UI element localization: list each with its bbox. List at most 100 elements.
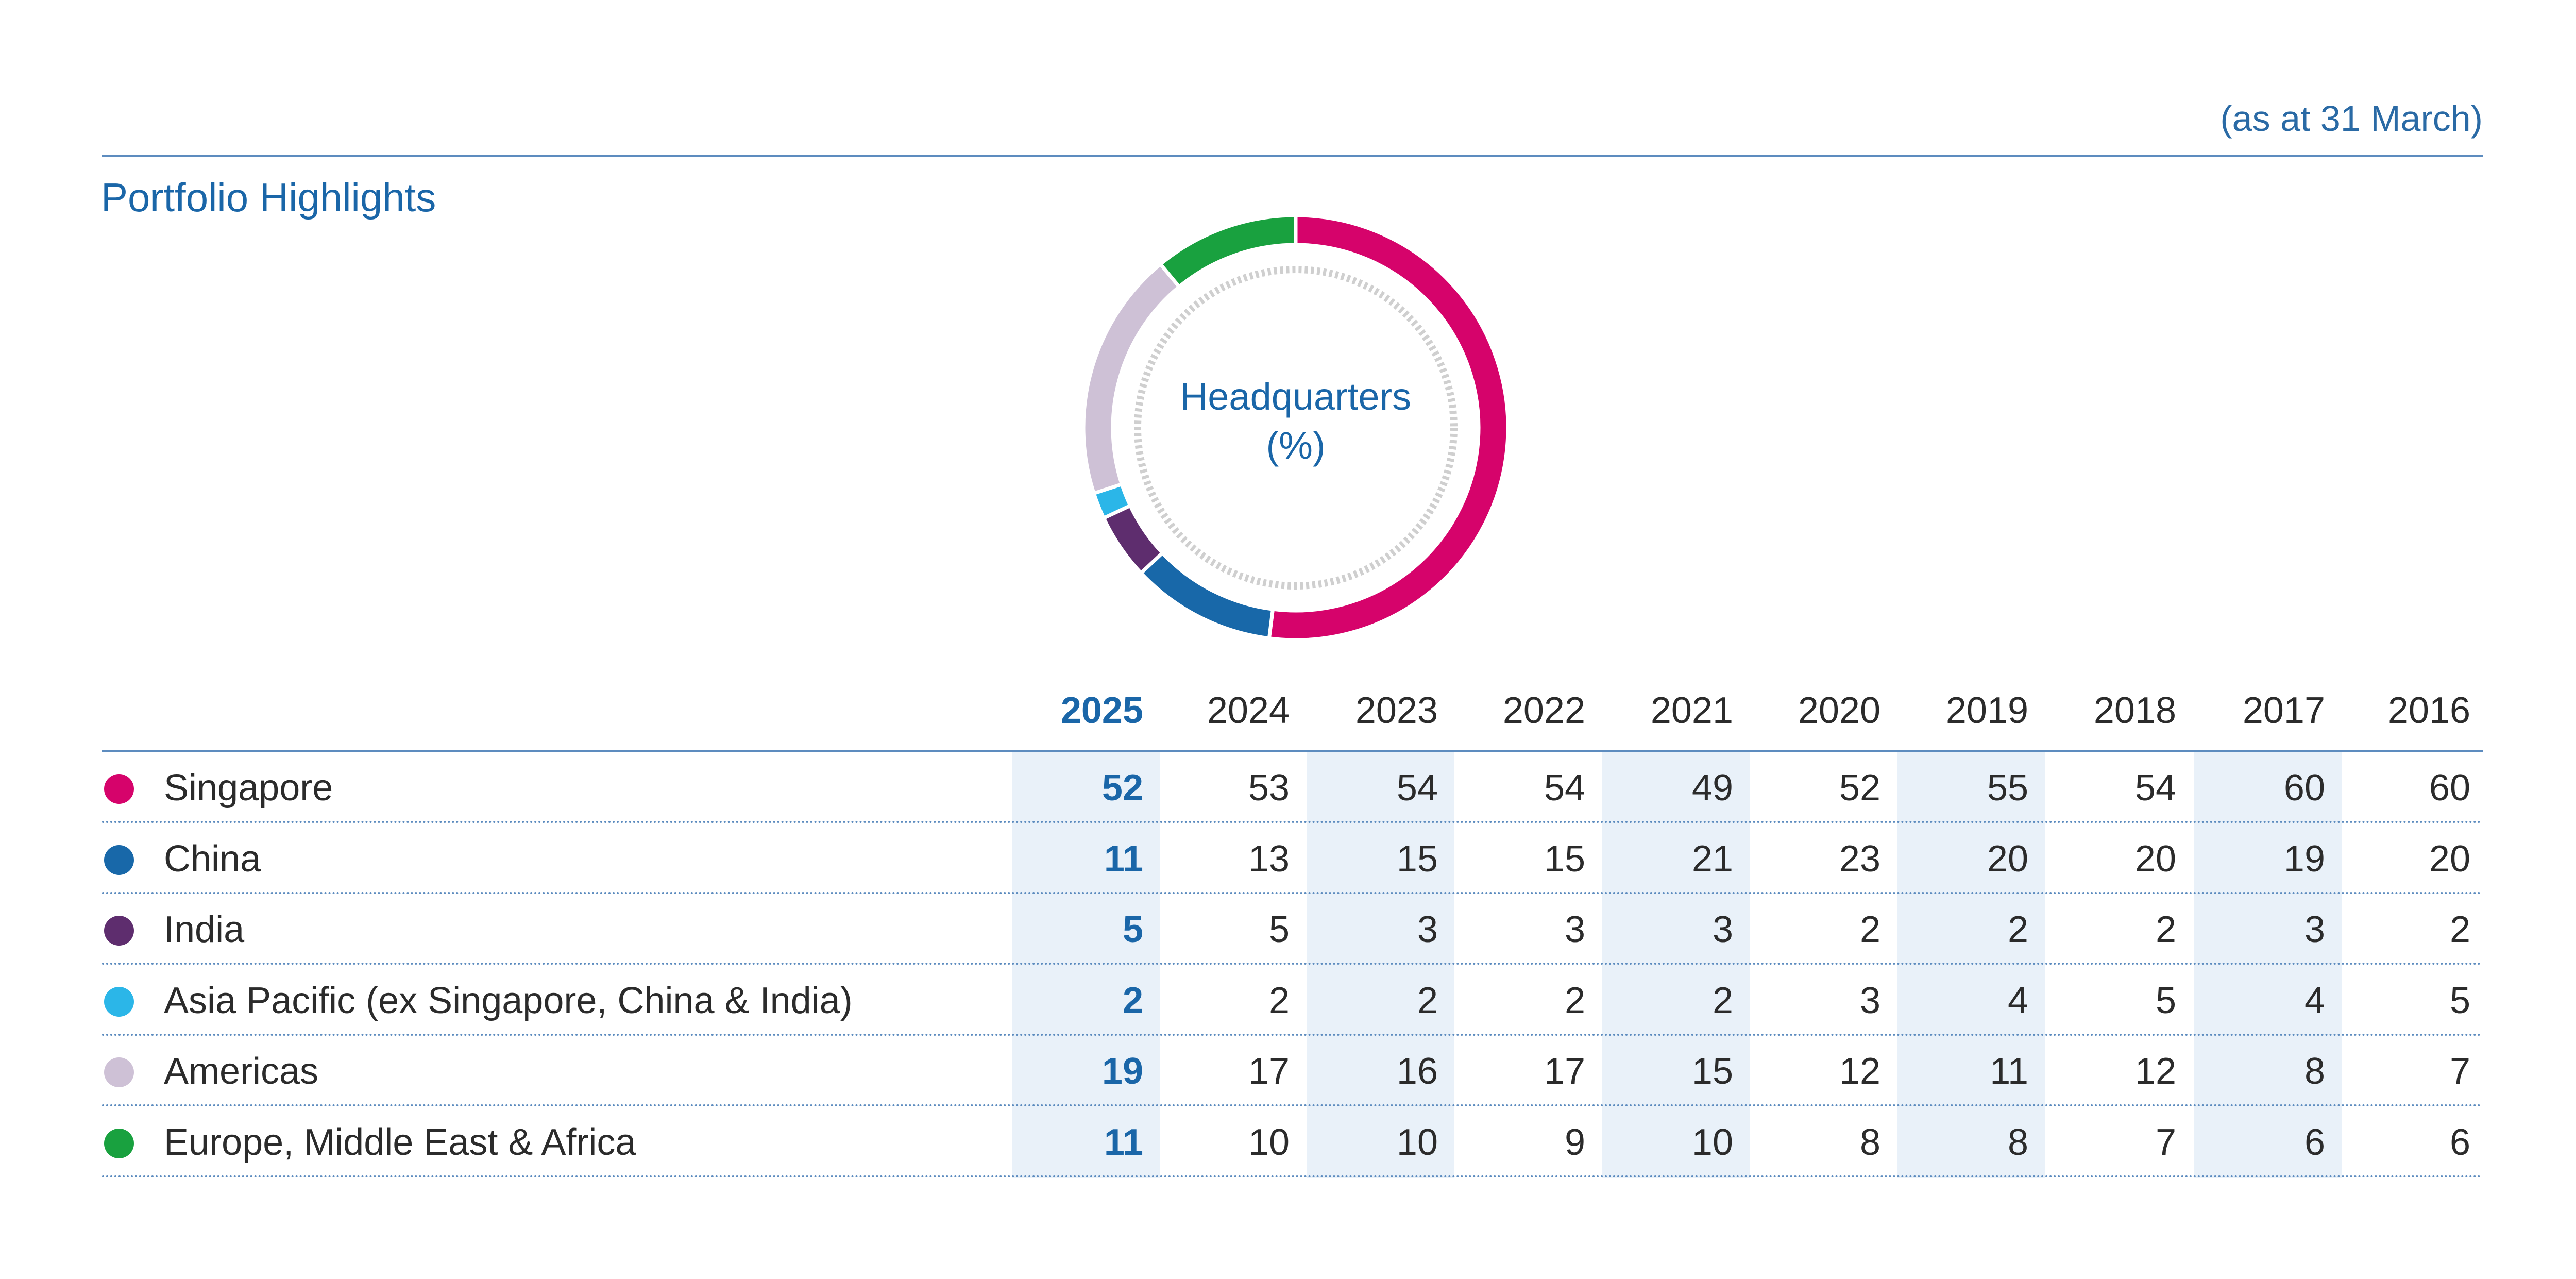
cell-2019: 20 xyxy=(1987,838,2028,880)
row-divider xyxy=(102,1175,2483,1177)
year-header-2023: 2023 xyxy=(1355,690,1438,731)
table-header-divider xyxy=(102,750,2483,752)
cell-2020: 3 xyxy=(1859,980,1880,1021)
cell-2023: 10 xyxy=(1396,1121,1438,1163)
cell-2022: 17 xyxy=(1544,1051,1585,1092)
cell-2024: 13 xyxy=(1248,838,1290,880)
cell-2023: 2 xyxy=(1417,980,1438,1021)
cell-2024: 17 xyxy=(1248,1051,1290,1092)
cell-2016: 7 xyxy=(2449,1051,2470,1092)
legend-dot xyxy=(104,1057,134,1087)
table-row: Asia Pacific (ex Singapore, China & Indi… xyxy=(102,965,2483,1036)
cell-2021: 3 xyxy=(1712,909,1733,950)
cell-2021: 21 xyxy=(1691,838,1733,880)
column-shade-2019 xyxy=(1897,752,2045,1178)
row-divider xyxy=(102,891,2483,894)
donut-center-unit: (%) xyxy=(1266,424,1325,467)
cell-2017: 8 xyxy=(2304,1051,2325,1092)
column-shade-2023 xyxy=(1307,752,1454,1178)
legend-dot xyxy=(104,1128,134,1158)
cell-2021: 15 xyxy=(1691,1051,1733,1092)
cell-2020: 2 xyxy=(1859,909,1880,950)
cell-2018: 20 xyxy=(2134,838,2176,880)
cell-2019: 11 xyxy=(1990,1051,2028,1092)
cell-2024: 53 xyxy=(1248,767,1290,809)
donut-inner-dotted-ring xyxy=(1134,266,1458,590)
cell-2021: 10 xyxy=(1691,1121,1733,1163)
cell-2018: 12 xyxy=(2134,1051,2176,1092)
legend-dot xyxy=(104,774,134,804)
column-shade-2017 xyxy=(2194,752,2342,1178)
cell-2017: 4 xyxy=(2304,980,2325,1021)
cell-2019: 55 xyxy=(1987,767,2028,809)
cell-2018: 5 xyxy=(2155,980,2176,1021)
legend-dot xyxy=(104,986,134,1017)
cell-2018: 2 xyxy=(2155,909,2176,950)
row-label: India xyxy=(164,909,245,950)
year-header-2021: 2021 xyxy=(1650,690,1733,731)
table-row: Americas 19 17 16 17 15 12 11 12 8 7 xyxy=(102,1036,2483,1106)
cell-2016: 60 xyxy=(2429,767,2470,809)
top-divider xyxy=(102,155,2483,157)
cell-2016: 5 xyxy=(2449,980,2470,1021)
cell-2020: 8 xyxy=(1859,1121,1880,1163)
year-header-2022: 2022 xyxy=(1502,690,1585,731)
legend-dot xyxy=(104,916,134,946)
cell-2025: 19 xyxy=(1101,1051,1143,1092)
row-label: China xyxy=(164,838,261,880)
cell-2024: 2 xyxy=(1268,980,1290,1021)
cell-2024: 10 xyxy=(1248,1121,1290,1163)
cell-2022: 2 xyxy=(1564,980,1585,1021)
cell-2019: 4 xyxy=(2007,980,2028,1021)
table-row: Singapore 52 53 54 54 49 52 55 54 60 60 xyxy=(102,752,2483,823)
year-header-2019: 2019 xyxy=(1945,690,2028,731)
cell-2022: 9 xyxy=(1564,1121,1585,1163)
row-divider xyxy=(102,963,2483,965)
cell-2025: 11 xyxy=(1104,1121,1143,1163)
cell-2018: 7 xyxy=(2155,1121,2176,1163)
year-header-2025: 2025 xyxy=(1060,690,1143,731)
cell-2019: 2 xyxy=(2007,909,2028,950)
row-label: Asia Pacific (ex Singapore, China & Indi… xyxy=(164,980,853,1021)
headquarters-donut-chart: Headquarters (%) xyxy=(1081,213,1510,642)
year-header-2016: 2016 xyxy=(2387,690,2470,731)
cell-2025: 2 xyxy=(1122,980,1143,1021)
cell-2019: 8 xyxy=(2007,1121,2028,1163)
page-title: Portfolio Highlights xyxy=(101,175,436,220)
column-shade-2025 xyxy=(1012,752,1160,1178)
table-row: Europe, Middle East & Africa 11 10 10 9 10 8 8 7… xyxy=(102,1107,2483,1177)
cell-2016: 6 xyxy=(2449,1121,2470,1163)
column-shade-2021 xyxy=(1602,752,1750,1178)
table-row: China 11 13 15 15 21 23 20 20 19 20 xyxy=(102,823,2483,894)
cell-2024: 5 xyxy=(1268,909,1290,950)
cell-2022: 3 xyxy=(1564,909,1585,950)
year-header-2024: 2024 xyxy=(1207,690,1290,731)
cell-2023: 54 xyxy=(1396,767,1438,809)
cell-2017: 60 xyxy=(2283,767,2325,809)
row-label: Europe, Middle East & Africa xyxy=(164,1121,636,1163)
cell-2022: 54 xyxy=(1544,767,1585,809)
year-header-2020: 2020 xyxy=(1798,690,1880,731)
cell-2016: 20 xyxy=(2429,838,2470,880)
row-label: Singapore xyxy=(164,767,333,809)
cell-2017: 6 xyxy=(2304,1121,2325,1163)
cell-2025: 52 xyxy=(1101,767,1143,809)
cell-2023: 15 xyxy=(1396,838,1438,880)
legend-dot xyxy=(104,845,134,875)
as-at-date: (as at 31 March) xyxy=(2220,98,2483,139)
year-header-2018: 2018 xyxy=(2093,690,2176,731)
row-divider xyxy=(102,821,2483,823)
cell-2017: 19 xyxy=(2283,838,2325,880)
cell-2021: 2 xyxy=(1712,980,1733,1021)
row-divider xyxy=(102,1104,2483,1106)
row-divider xyxy=(102,1033,2483,1036)
cell-2022: 15 xyxy=(1544,838,1585,880)
donut-slice-china xyxy=(1138,550,1275,641)
cell-2020: 23 xyxy=(1839,838,1880,880)
cell-2025: 11 xyxy=(1104,838,1143,880)
cell-2021: 49 xyxy=(1691,767,1733,809)
cell-2020: 52 xyxy=(1839,767,1880,809)
year-header-2017: 2017 xyxy=(2242,690,2325,731)
cell-2017: 3 xyxy=(2304,909,2325,950)
cell-2016: 2 xyxy=(2449,909,2470,950)
